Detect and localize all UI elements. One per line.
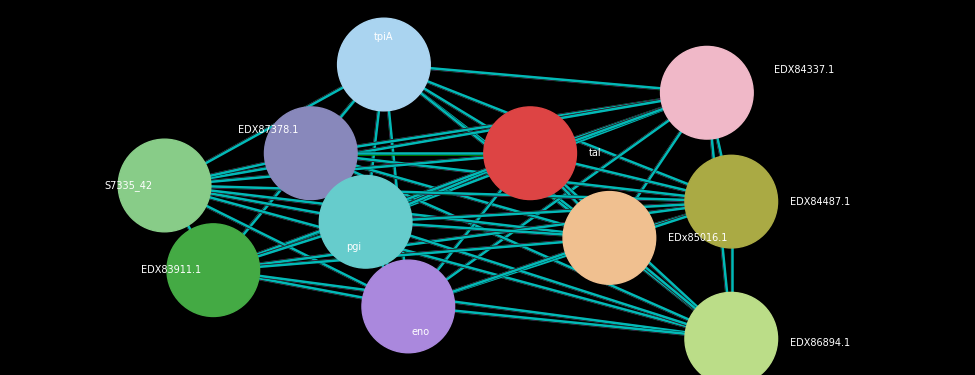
Ellipse shape <box>264 107 357 200</box>
Ellipse shape <box>684 155 778 248</box>
Ellipse shape <box>118 139 211 232</box>
Text: tpiA: tpiA <box>374 32 394 42</box>
Text: EDX84337.1: EDX84337.1 <box>774 64 835 75</box>
Text: tal: tal <box>589 148 602 158</box>
Ellipse shape <box>320 176 411 268</box>
Text: eno: eno <box>411 327 430 337</box>
Text: EDX83911.1: EDX83911.1 <box>141 265 201 275</box>
Text: EDX86894.1: EDX86894.1 <box>790 338 850 348</box>
Ellipse shape <box>362 260 454 353</box>
Ellipse shape <box>337 18 430 111</box>
Text: pgi: pgi <box>346 242 361 252</box>
Text: EDX87378.1: EDX87378.1 <box>238 125 298 135</box>
Ellipse shape <box>684 292 778 375</box>
Ellipse shape <box>661 46 754 139</box>
Ellipse shape <box>167 224 259 316</box>
Text: EDx85016.1: EDx85016.1 <box>668 233 727 243</box>
Ellipse shape <box>484 107 576 200</box>
Text: S7335_42: S7335_42 <box>104 180 152 191</box>
Ellipse shape <box>564 192 655 284</box>
Text: EDX84487.1: EDX84487.1 <box>790 196 850 207</box>
